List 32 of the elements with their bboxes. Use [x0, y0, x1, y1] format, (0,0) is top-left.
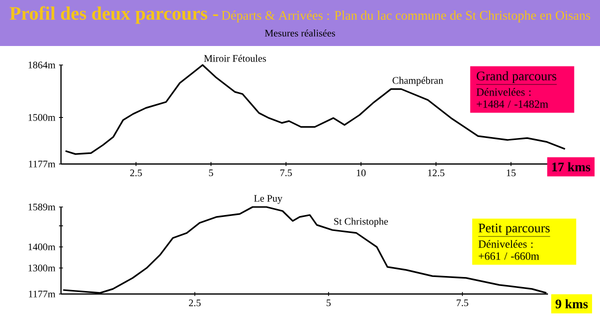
annotation: Le Puy [254, 195, 282, 204]
x-tick-label: 10 [356, 170, 366, 176]
y-tick-label: 1177m [28, 160, 56, 168]
x-tick-label: 15 [506, 170, 516, 176]
x-tick-label: 2.5 [130, 170, 142, 176]
x-axis-title: 17 kms [552, 162, 590, 172]
annotation: Miroir Fétoules [204, 54, 266, 62]
annotation: +1484 / -1482m [476, 100, 548, 108]
y-tick-label: 1300m [28, 264, 56, 272]
x-tick-label: 5 [326, 300, 331, 306]
chart-title: Profil des deux parcours - [10, 6, 218, 24]
annotation: Dénivelées : [476, 88, 531, 96]
x-axis-title: 9 kms [556, 299, 588, 308]
y-tick-label: 1864m [28, 62, 56, 68]
chart-subtitle: Départs & Arrivées : Plan du lac commune de St Christophe en Oisans [222, 10, 590, 22]
x-tick-label: 2.5 [188, 300, 201, 306]
annotation: St Christophe [334, 218, 388, 227]
text: Mesures réalisées [264, 29, 336, 37]
y-tick-label: 1500m [28, 114, 56, 121]
y-tick-label: 1400m [28, 244, 56, 250]
y-tick-label: 1589m [28, 204, 56, 210]
x-tick-label: 12.5 [428, 170, 444, 176]
x-tick-label: 7.5 [456, 300, 468, 306]
x-tick-label: 7.5 [280, 170, 292, 176]
annotation: Grand parcours [476, 71, 556, 84]
annotation: +661 / -660m [478, 252, 540, 260]
annotation: Dénivelées : [478, 240, 533, 248]
line-series [64, 64, 566, 155]
x-tick-label: 5 [209, 170, 214, 176]
annotation: Petit parcours [478, 224, 550, 236]
annotation: Champébran [392, 76, 444, 86]
y-tick-label: 1177m [28, 290, 56, 298]
